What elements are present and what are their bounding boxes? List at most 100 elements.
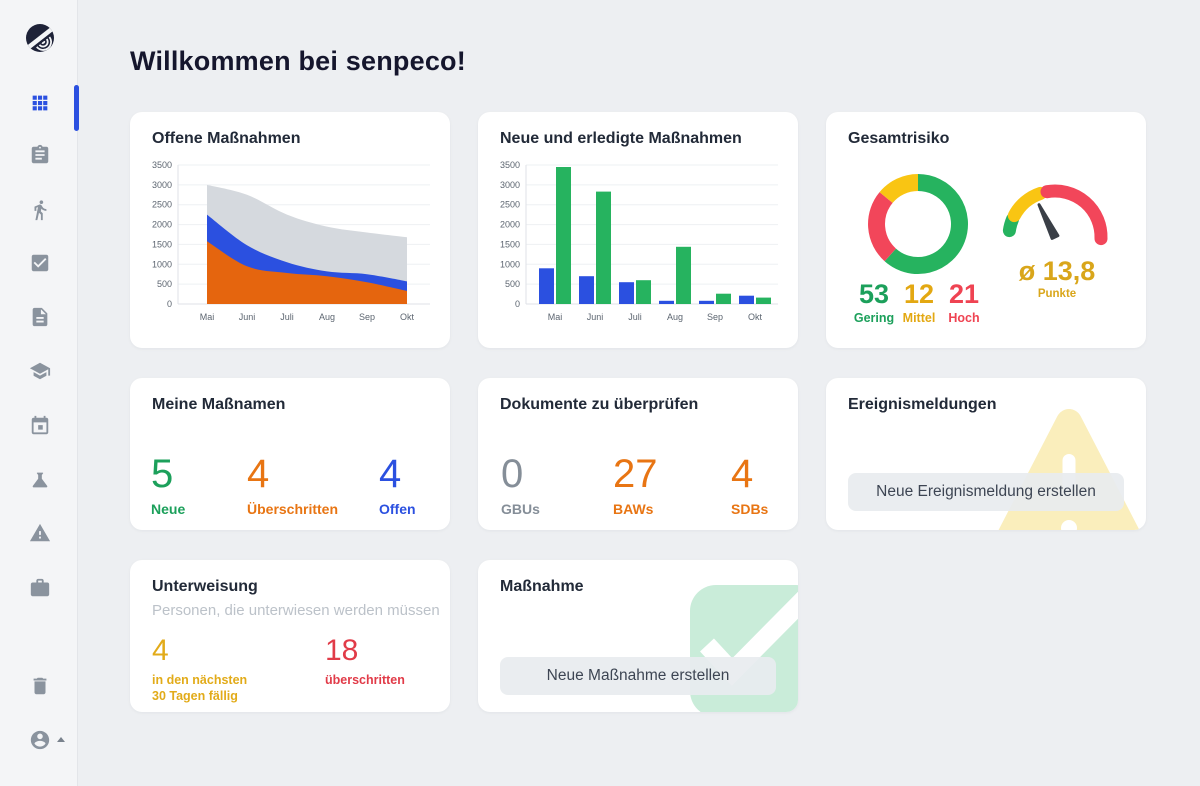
graduation-cap-icon [29,362,51,380]
svg-text:Okt: Okt [748,312,763,322]
sidebar-item-substances[interactable] [29,469,51,491]
risk-donut-chart [868,174,968,274]
flask-icon [32,472,48,488]
risk-stat-mittel: 12 Mittel [897,280,941,325]
sidebar-item-clipboard[interactable] [29,144,51,166]
check-square-icon [31,254,49,272]
sidebar-item-training[interactable] [29,360,51,382]
file-icon [32,307,48,327]
stat-baws: 27 BAWs [613,454,658,517]
svg-text:3000: 3000 [500,180,520,190]
warning-triangle-illustration [998,409,1140,530]
sidebar-item-calendar[interactable] [29,415,51,437]
stat-label: BAWs [613,501,654,517]
card-title: Offene Maßnahmen [152,130,301,147]
svg-text:500: 500 [157,279,172,289]
sidebar-item-persons[interactable] [29,199,51,221]
card-neue-erledigte-massnahmen: Neue und erledigte Maßnahmen 0 500 1000 150… [478,112,798,348]
card-subtitle: Personen, die unterwiesen werden müssen [152,602,440,619]
card-title: Meine Maßnamen [152,396,286,413]
stat-label: in den nächsten 30 Tagen fällig [152,673,248,703]
svg-text:Mai: Mai [548,312,563,322]
svg-text:2500: 2500 [152,200,172,210]
svg-text:Juli: Juli [280,312,294,322]
svg-text:500: 500 [505,279,520,289]
senpeco-logo[interactable] [24,22,56,54]
stat-value: 5 [151,452,174,496]
stat-label: Neue [151,501,186,517]
sidebar-item-dashboard[interactable] [29,92,51,114]
warning-triangle-icon [29,523,51,542]
stat-ueberschritten: 4 Überschritten [247,454,338,517]
trash-icon [33,677,47,695]
sidebar-item-incidents[interactable] [29,522,51,544]
risk-count: 21 [948,279,980,309]
card-title: Unterweisung [152,578,258,595]
card-offene-massnahmen: Offene Maßnahmen 0 500 1000 1500 2000 2500 300… [130,112,450,348]
svg-text:3500: 3500 [500,160,520,170]
card-meine-massnahmen: Meine Maßnamen 5 Neue 4 Überschritten 4 … [130,378,450,530]
svg-text:3000: 3000 [152,180,172,190]
stat-offen: 4 Offen [379,454,416,517]
stat-label: SDBs [731,501,769,517]
sidebar-item-tasks-done[interactable] [29,252,51,274]
sidebar-item-account[interactable] [29,729,51,751]
stat-label: GBUs [501,501,540,517]
open-measures-area-chart: 0 500 1000 1500 2000 2500 3000 3500 Mai Juni Juli A… [152,160,430,322]
svg-text:2000: 2000 [152,220,172,230]
create-incident-report-button[interactable]: Neue Ereignismeldung erstellen [848,473,1124,511]
calendar-icon [31,415,49,435]
active-nav-indicator [74,85,79,131]
account-icon [30,730,50,750]
card-title: Maßnahme [500,578,584,595]
sidebar-item-documents[interactable] [29,306,51,328]
risk-gauge-chart [1002,184,1108,246]
page-title: Willkommen bei senpeco! [130,46,466,76]
svg-text:Juni: Juni [587,312,604,322]
risk-stats: 53 Gering 12 Mittel 21 Hoch [852,280,986,325]
stat-gbus: 0 GBUs [501,454,540,517]
stat-value: 18 [325,634,359,667]
risk-label: Gering [853,311,895,325]
card-unterweisung: Unterweisung Personen, die unterwiesen w… [130,560,450,712]
card-massnahme: Maßnahme Neue Maßnahme erstellen [478,560,798,712]
svg-text:Sep: Sep [707,312,723,322]
stat-label: überschritten [325,673,405,687]
stat-sdbs: 4 SDBs [731,454,768,517]
create-measure-button[interactable]: Neue Maßnahme erstellen [500,657,776,695]
risk-label: Mittel [902,311,936,325]
svg-text:Aug: Aug [667,312,683,322]
sidebar-item-equipment[interactable] [29,577,51,599]
gauge-value: ø 13,8 [1018,256,1096,286]
card-ereignismeldungen: Ereignismeldungen Neue Ereignismeldung e… [826,378,1146,530]
card-dokumente: Dokumente zu überprüfen 0 GBUs 27 BAWs 4… [478,378,798,530]
stat-faellig: 4 in den nächsten 30 Tagen fällig [152,636,247,704]
stat-value: 4 [379,452,402,496]
grid-icon [32,95,48,111]
stat-value: 0 [501,452,524,496]
new-done-measures-bar-chart: 0 500 1000 1500 2000 2500 3000 3500 Mai Juni Juli A… [500,160,778,322]
walking-person-icon [34,200,47,221]
svg-text:1500: 1500 [152,239,172,249]
risk-count: 12 [903,279,935,309]
card-gesamtrisiko: Gesamtrisiko 53 Gering 12 Mittel 21 Hoch… [826,112,1146,348]
card-title: Neue und erledigte Maßnahmen [500,130,742,147]
svg-text:1500: 1500 [500,239,520,249]
risk-label: Hoch [948,311,980,325]
svg-text:2000: 2000 [500,220,520,230]
chevron-up-icon[interactable] [57,737,65,742]
svg-text:Okt: Okt [400,312,415,322]
stat-label: Überschritten [247,501,339,517]
svg-text:1000: 1000 [500,259,520,269]
card-title: Dokumente zu überprüfen [500,396,699,413]
sidebar [0,0,79,786]
svg-text:2500: 2500 [500,200,520,210]
svg-text:0: 0 [167,299,172,309]
stat-ueberschritten: 18 überschritten [325,636,405,688]
risk-stat-gering: 53 Gering [852,280,896,325]
sidebar-item-trash[interactable] [29,675,51,697]
svg-text:Aug: Aug [319,312,335,322]
card-title: Ereignismeldungen [848,396,997,413]
svg-text:Juni: Juni [239,312,256,322]
